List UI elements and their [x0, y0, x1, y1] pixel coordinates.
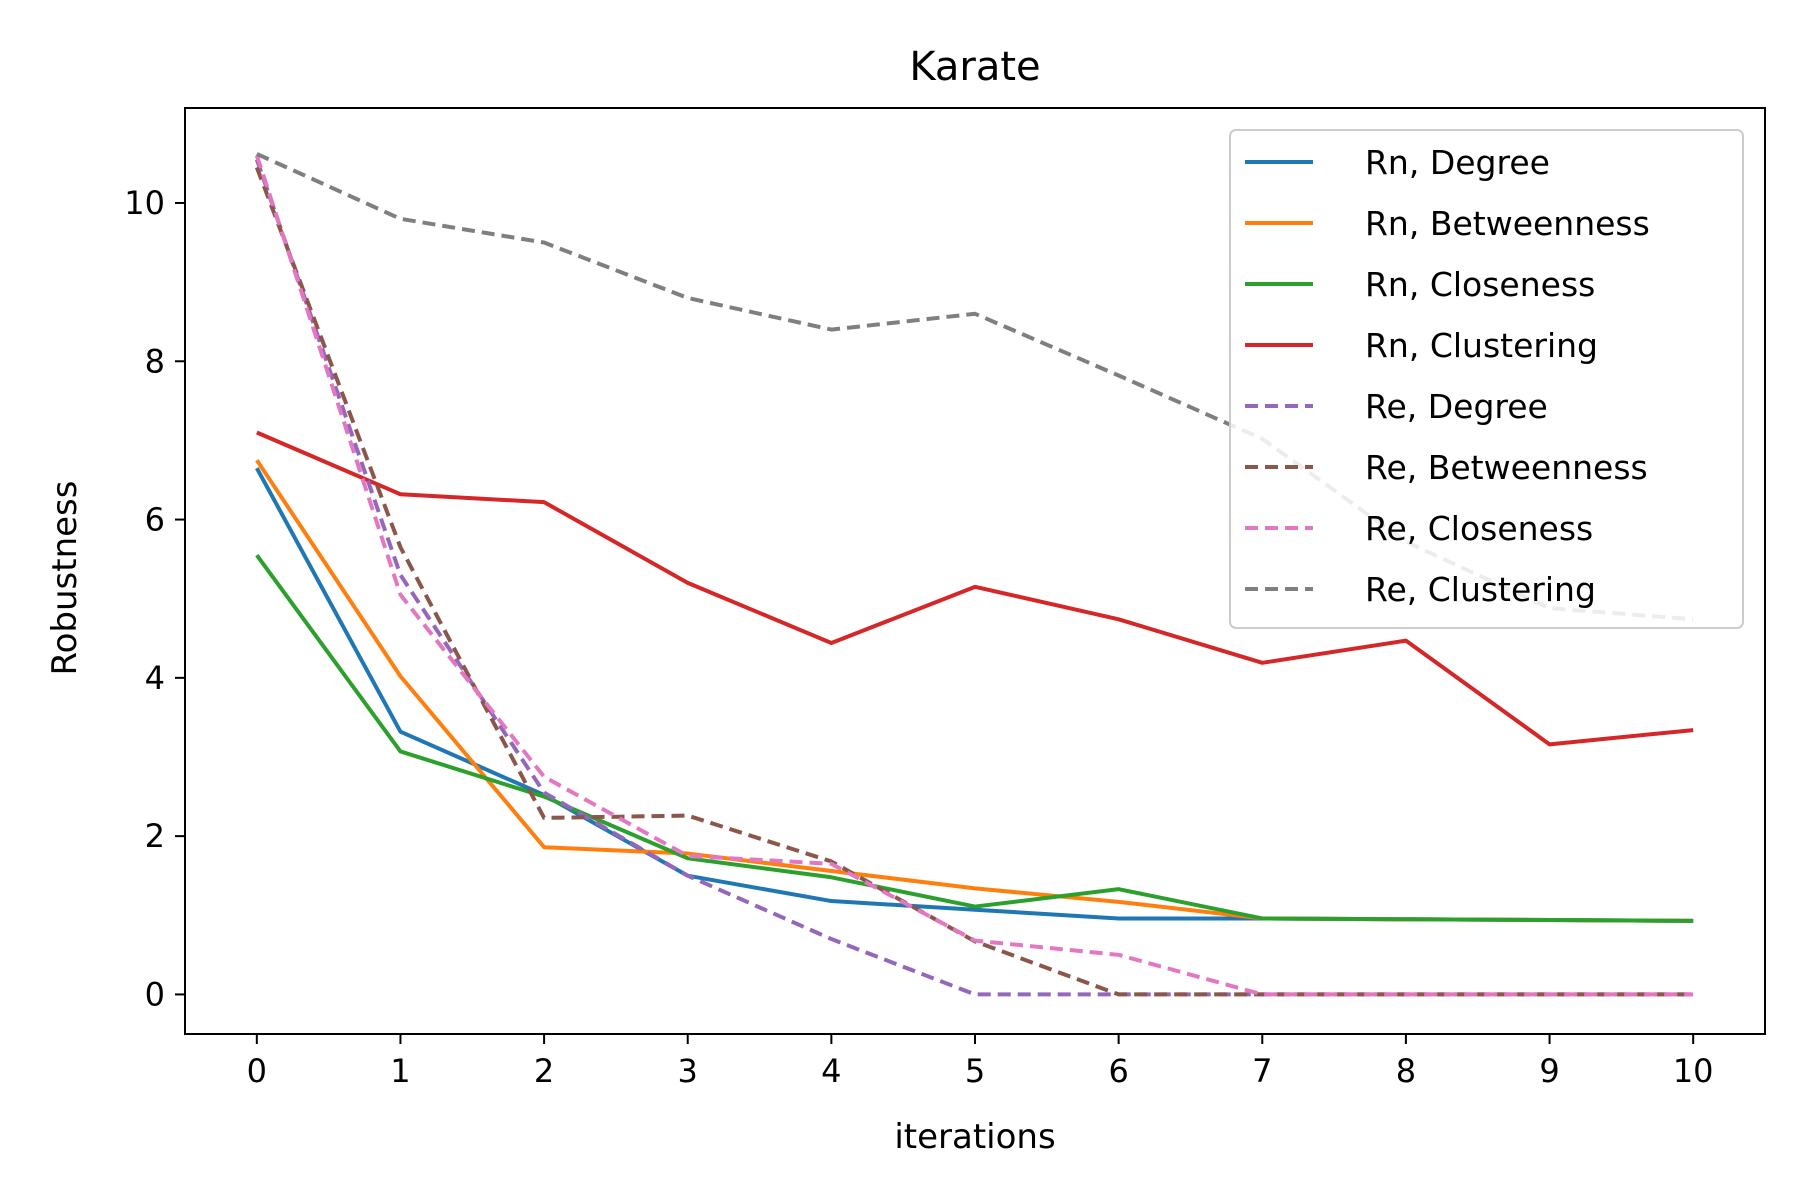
x-tick-label: 9: [1539, 1052, 1559, 1090]
x-tick-label: 0: [247, 1052, 267, 1090]
x-axis: 0 1 2 3 4 5 6 7 8 9 10: [247, 1034, 1714, 1090]
legend-label: Re, Betweenness: [1365, 448, 1648, 487]
legend-label: Re, Degree: [1365, 387, 1548, 426]
legend-label: Rn, Clustering: [1365, 326, 1598, 365]
x-tick-label: 7: [1252, 1052, 1272, 1090]
y-axis-label: Robustness: [45, 481, 85, 676]
legend-label: Rn, Closeness: [1365, 265, 1595, 304]
legend-label: Rn, Betweenness: [1365, 204, 1650, 243]
y-axis: 0 2 4 6 8 10: [124, 184, 185, 1013]
legend-label: Re, Closeness: [1365, 509, 1593, 548]
x-tick-label: 2: [534, 1052, 554, 1090]
series-line-re-closeness: [254, 154, 1694, 997]
x-tick-label: 8: [1396, 1052, 1416, 1090]
x-tick-label: 1: [390, 1052, 410, 1090]
legend-box: [1229, 129, 1744, 629]
legend: Rn, Degree Rn, Betweenness Rn, Closeness Rn…: [1229, 129, 1744, 629]
y-tick-label: 0: [145, 975, 165, 1013]
y-tick-label: 4: [145, 659, 165, 697]
x-tick-label: 6: [1108, 1052, 1128, 1090]
y-tick-label: 2: [145, 817, 165, 855]
x-axis-label: iterations: [894, 1117, 1055, 1157]
series-line-rn-closeness: [255, 553, 1694, 923]
series-line-rn-clustering: [256, 430, 1694, 747]
y-tick-label: 6: [145, 501, 165, 539]
y-tick-label: 10: [124, 184, 165, 222]
chart-title: Karate: [909, 44, 1040, 90]
x-tick-label: 5: [965, 1052, 985, 1090]
x-tick-label: 4: [821, 1052, 841, 1090]
x-tick-label: 10: [1673, 1052, 1714, 1090]
legend-label: Re, Clustering: [1365, 570, 1596, 609]
x-tick-label: 3: [678, 1052, 698, 1090]
legend-label: Rn, Degree: [1365, 143, 1550, 182]
y-tick-label: 8: [145, 342, 165, 380]
